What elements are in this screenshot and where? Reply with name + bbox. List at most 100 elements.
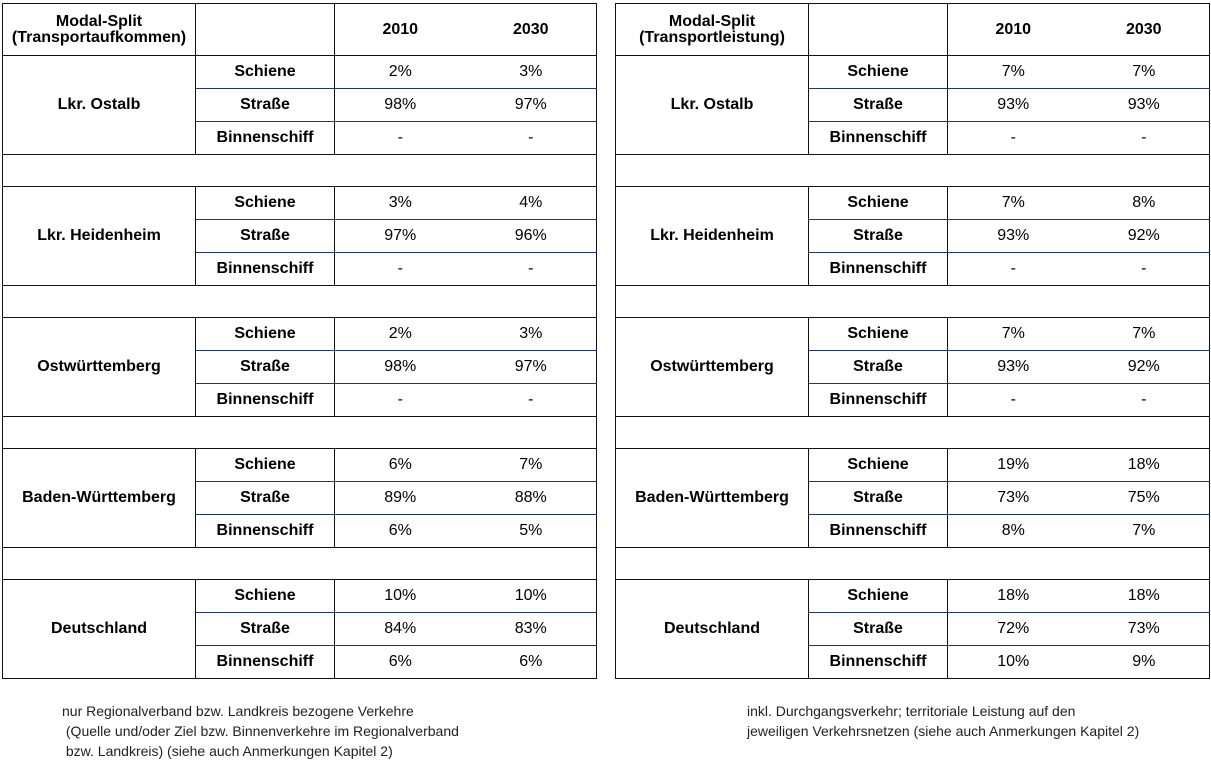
mode-label: Schiene xyxy=(808,55,948,89)
table-row: Lkr. Ostalb Schiene 7% 7% xyxy=(615,55,1210,155)
value-2010: - xyxy=(947,252,1079,286)
value-2010: 18% xyxy=(947,579,1079,613)
header-blank-cell xyxy=(195,3,335,56)
mode-label: Schiene xyxy=(195,317,335,351)
spacer-cell xyxy=(615,547,1210,580)
table-row: Binnenschiff - - xyxy=(3,121,597,155)
spacer-row xyxy=(2,547,597,580)
mode-label: Straße xyxy=(808,612,948,646)
table-body: Modal-Split (Transportleistung) 2010 2030 Lk… xyxy=(615,3,1210,679)
value-2030: 4% xyxy=(465,186,597,220)
value-2010: 98% xyxy=(334,88,466,122)
table-row: Binnenschiff 8% 7% xyxy=(616,514,1210,548)
spacer-cell xyxy=(615,285,1210,318)
spacer-cell xyxy=(615,416,1210,449)
value-2010: 93% xyxy=(947,88,1079,122)
value-2010: 7% xyxy=(947,317,1079,351)
value-2010: 10% xyxy=(947,645,1079,679)
value-2010: 93% xyxy=(947,350,1079,384)
mode-label: Binnenschiff xyxy=(808,383,948,417)
mode-label: Straße xyxy=(808,481,948,515)
value-2010: 93% xyxy=(947,219,1079,253)
mode-label: Schiene xyxy=(808,448,948,482)
mode-label: Schiene xyxy=(808,186,948,220)
mode-label: Schiene xyxy=(195,55,335,89)
mode-label: Schiene xyxy=(195,579,335,613)
spacer-cell xyxy=(2,154,597,187)
mode-label: Binnenschiff xyxy=(808,252,948,286)
table-title-line2: (Transportleistung) xyxy=(639,28,785,46)
region-label: Deutschland xyxy=(615,579,809,679)
mode-label: Schiene xyxy=(808,317,948,351)
value-2010: 98% xyxy=(334,350,466,384)
table-row: Straße 93% 92% xyxy=(616,350,1210,384)
table-row: Binnenschiff - - xyxy=(616,121,1210,155)
region-label: Lkr. Ostalb xyxy=(2,55,196,155)
value-2010: - xyxy=(334,252,466,286)
value-2030: - xyxy=(465,252,597,286)
region-label: Lkr. Heidenheim xyxy=(615,186,809,286)
table-row: Ostwürttemberg Schiene 7% 7% xyxy=(615,317,1210,417)
value-2010: 3% xyxy=(334,186,466,220)
region-label: Lkr. Ostalb xyxy=(615,55,809,155)
spacer-row xyxy=(2,154,597,187)
value-2030: 97% xyxy=(465,88,597,122)
header-blank-cell xyxy=(808,3,948,56)
header-row: Modal-Split (Transportaufkommen) 2010 2030 xyxy=(2,3,597,56)
value-2010: - xyxy=(334,383,466,417)
spacer-cell xyxy=(615,154,1210,187)
table-row: Straße 72% 73% xyxy=(616,612,1210,646)
spacer-row xyxy=(615,285,1210,318)
value-2030: 92% xyxy=(1078,350,1210,384)
mode-label: Binnenschiff xyxy=(195,383,335,417)
value-2030: 18% xyxy=(1078,448,1210,482)
year-header: 2030 xyxy=(465,3,597,56)
spacer-row xyxy=(2,416,597,449)
table-row: Binnenschiff - - xyxy=(616,383,1210,417)
value-2010: - xyxy=(947,383,1079,417)
region-label: Lkr. Heidenheim xyxy=(2,186,196,286)
mode-label: Schiene xyxy=(195,186,335,220)
table-row: Binnenschiff - - xyxy=(3,252,597,286)
value-2030: 7% xyxy=(1078,55,1210,89)
mode-label: Binnenschiff xyxy=(195,645,335,679)
value-2010: 97% xyxy=(334,219,466,253)
table-title-line2: (Transportaufkommen) xyxy=(11,28,187,46)
table-row: Lkr. Heidenheim Schiene 7% 8% xyxy=(615,186,1210,286)
table-row: Binnenschiff - - xyxy=(616,252,1210,286)
mode-label: Binnenschiff xyxy=(195,252,335,286)
spacer-row xyxy=(615,416,1210,449)
value-2010: 10% xyxy=(334,579,466,613)
table-row: Straße 89% 88% xyxy=(3,481,597,515)
value-2010: 8% xyxy=(947,514,1079,548)
mode-label: Straße xyxy=(195,219,335,253)
table-row: Binnenschiff 6% 5% xyxy=(3,514,597,548)
value-2030: - xyxy=(1078,252,1210,286)
value-2030: - xyxy=(1078,383,1210,417)
value-2010: 89% xyxy=(334,481,466,515)
value-2010: 6% xyxy=(334,514,466,548)
value-2010: 84% xyxy=(334,612,466,646)
table-row: Deutschland Schiene 10% 10% xyxy=(2,579,597,679)
value-2030: 88% xyxy=(465,481,597,515)
value-2030: 18% xyxy=(1078,579,1210,613)
value-2030: 5% xyxy=(465,514,597,548)
mode-label: Binnenschiff xyxy=(808,121,948,155)
value-2010: - xyxy=(947,121,1079,155)
table-row: Straße 98% 97% xyxy=(3,88,597,122)
table-body: Modal-Split (Transportaufkommen) 2010 2030 L… xyxy=(2,3,597,679)
table-row: Straße 84% 83% xyxy=(3,612,597,646)
value-2030: 10% xyxy=(465,579,597,613)
region-label: Ostwürttemberg xyxy=(2,317,196,417)
spacer-row xyxy=(615,547,1210,580)
value-2030: 7% xyxy=(465,448,597,482)
value-2010: 7% xyxy=(947,186,1079,220)
spacer-cell xyxy=(2,547,597,580)
value-2010: 6% xyxy=(334,645,466,679)
year-header: 2010 xyxy=(947,3,1079,56)
year-header: 2010 xyxy=(334,3,466,56)
mode-label: Binnenschiff xyxy=(808,645,948,679)
value-2030: - xyxy=(465,121,597,155)
modal-split-table-aufkommen: Modal-Split (Transportaufkommen) 2010 2030 L… xyxy=(2,3,597,679)
table-row: Deutschland Schiene 18% 18% xyxy=(615,579,1210,679)
